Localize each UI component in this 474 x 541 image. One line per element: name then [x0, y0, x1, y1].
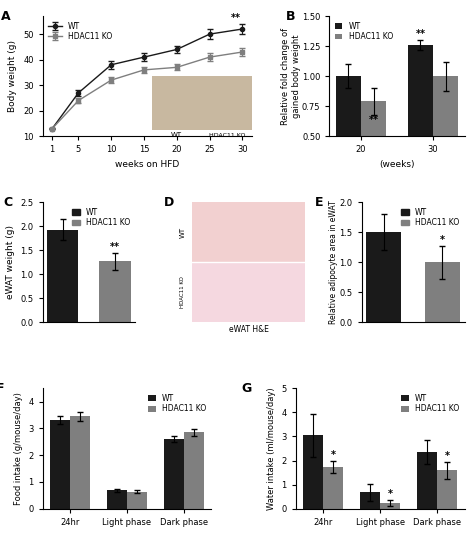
Legend: WT, HDAC11 KO: WT, HDAC11 KO: [333, 20, 394, 43]
Bar: [360, 492, 380, 509]
Bar: [164, 439, 184, 509]
Text: eWAT H&E: eWAT H&E: [228, 325, 268, 334]
Text: *: *: [445, 451, 449, 461]
Text: *: *: [440, 235, 445, 245]
Text: **: **: [231, 14, 241, 23]
Bar: [184, 432, 204, 509]
Bar: [336, 76, 361, 196]
Bar: [425, 262, 460, 322]
Bar: [408, 45, 433, 196]
Bar: [127, 492, 147, 509]
Text: B: B: [286, 10, 296, 23]
Text: WT: WT: [180, 227, 186, 238]
Text: *: *: [331, 450, 336, 460]
Bar: [70, 417, 90, 509]
Legend: WT, HDAC11 KO: WT, HDAC11 KO: [46, 20, 114, 43]
Bar: [437, 470, 457, 509]
Legend: WT, HDAC11 KO: WT, HDAC11 KO: [400, 206, 461, 229]
Y-axis label: Water intake (ml/mouse/day): Water intake (ml/mouse/day): [267, 387, 276, 510]
Bar: [361, 102, 386, 196]
Y-axis label: Food intake (g/mouse/day): Food intake (g/mouse/day): [14, 392, 23, 505]
FancyBboxPatch shape: [192, 262, 305, 322]
Bar: [323, 466, 343, 509]
Text: D: D: [164, 196, 174, 209]
Y-axis label: Relative adipocyte area in eWAT: Relative adipocyte area in eWAT: [329, 201, 338, 324]
Text: C: C: [4, 196, 13, 209]
Text: **: **: [368, 115, 379, 125]
Bar: [433, 76, 458, 196]
Text: G: G: [242, 382, 252, 395]
Text: HDAC11 KO: HDAC11 KO: [180, 276, 185, 308]
Legend: WT, HDAC11 KO: WT, HDAC11 KO: [70, 206, 131, 229]
Bar: [366, 233, 401, 322]
Text: F: F: [0, 382, 4, 395]
Y-axis label: Body weight (g): Body weight (g): [9, 40, 18, 113]
Text: E: E: [315, 196, 324, 209]
Text: A: A: [1, 10, 10, 23]
Bar: [50, 420, 70, 509]
Bar: [417, 452, 437, 509]
Bar: [100, 261, 131, 322]
Y-axis label: eWAT weight (g): eWAT weight (g): [6, 226, 15, 299]
Y-axis label: Relative fold change of
gained body weight: Relative fold change of gained body weig…: [281, 28, 301, 125]
Text: *: *: [388, 490, 392, 499]
Bar: [47, 230, 78, 322]
X-axis label: (weeks): (weeks): [379, 160, 415, 169]
Text: **: **: [110, 242, 120, 252]
Bar: [380, 503, 400, 509]
FancyBboxPatch shape: [192, 202, 305, 262]
Bar: [107, 490, 127, 509]
X-axis label: weeks on HFD: weeks on HFD: [115, 160, 180, 169]
Legend: WT, HDAC11 KO: WT, HDAC11 KO: [400, 392, 461, 415]
Text: **: **: [416, 29, 426, 38]
Bar: [303, 436, 323, 509]
Legend: WT, HDAC11 KO: WT, HDAC11 KO: [146, 392, 208, 415]
